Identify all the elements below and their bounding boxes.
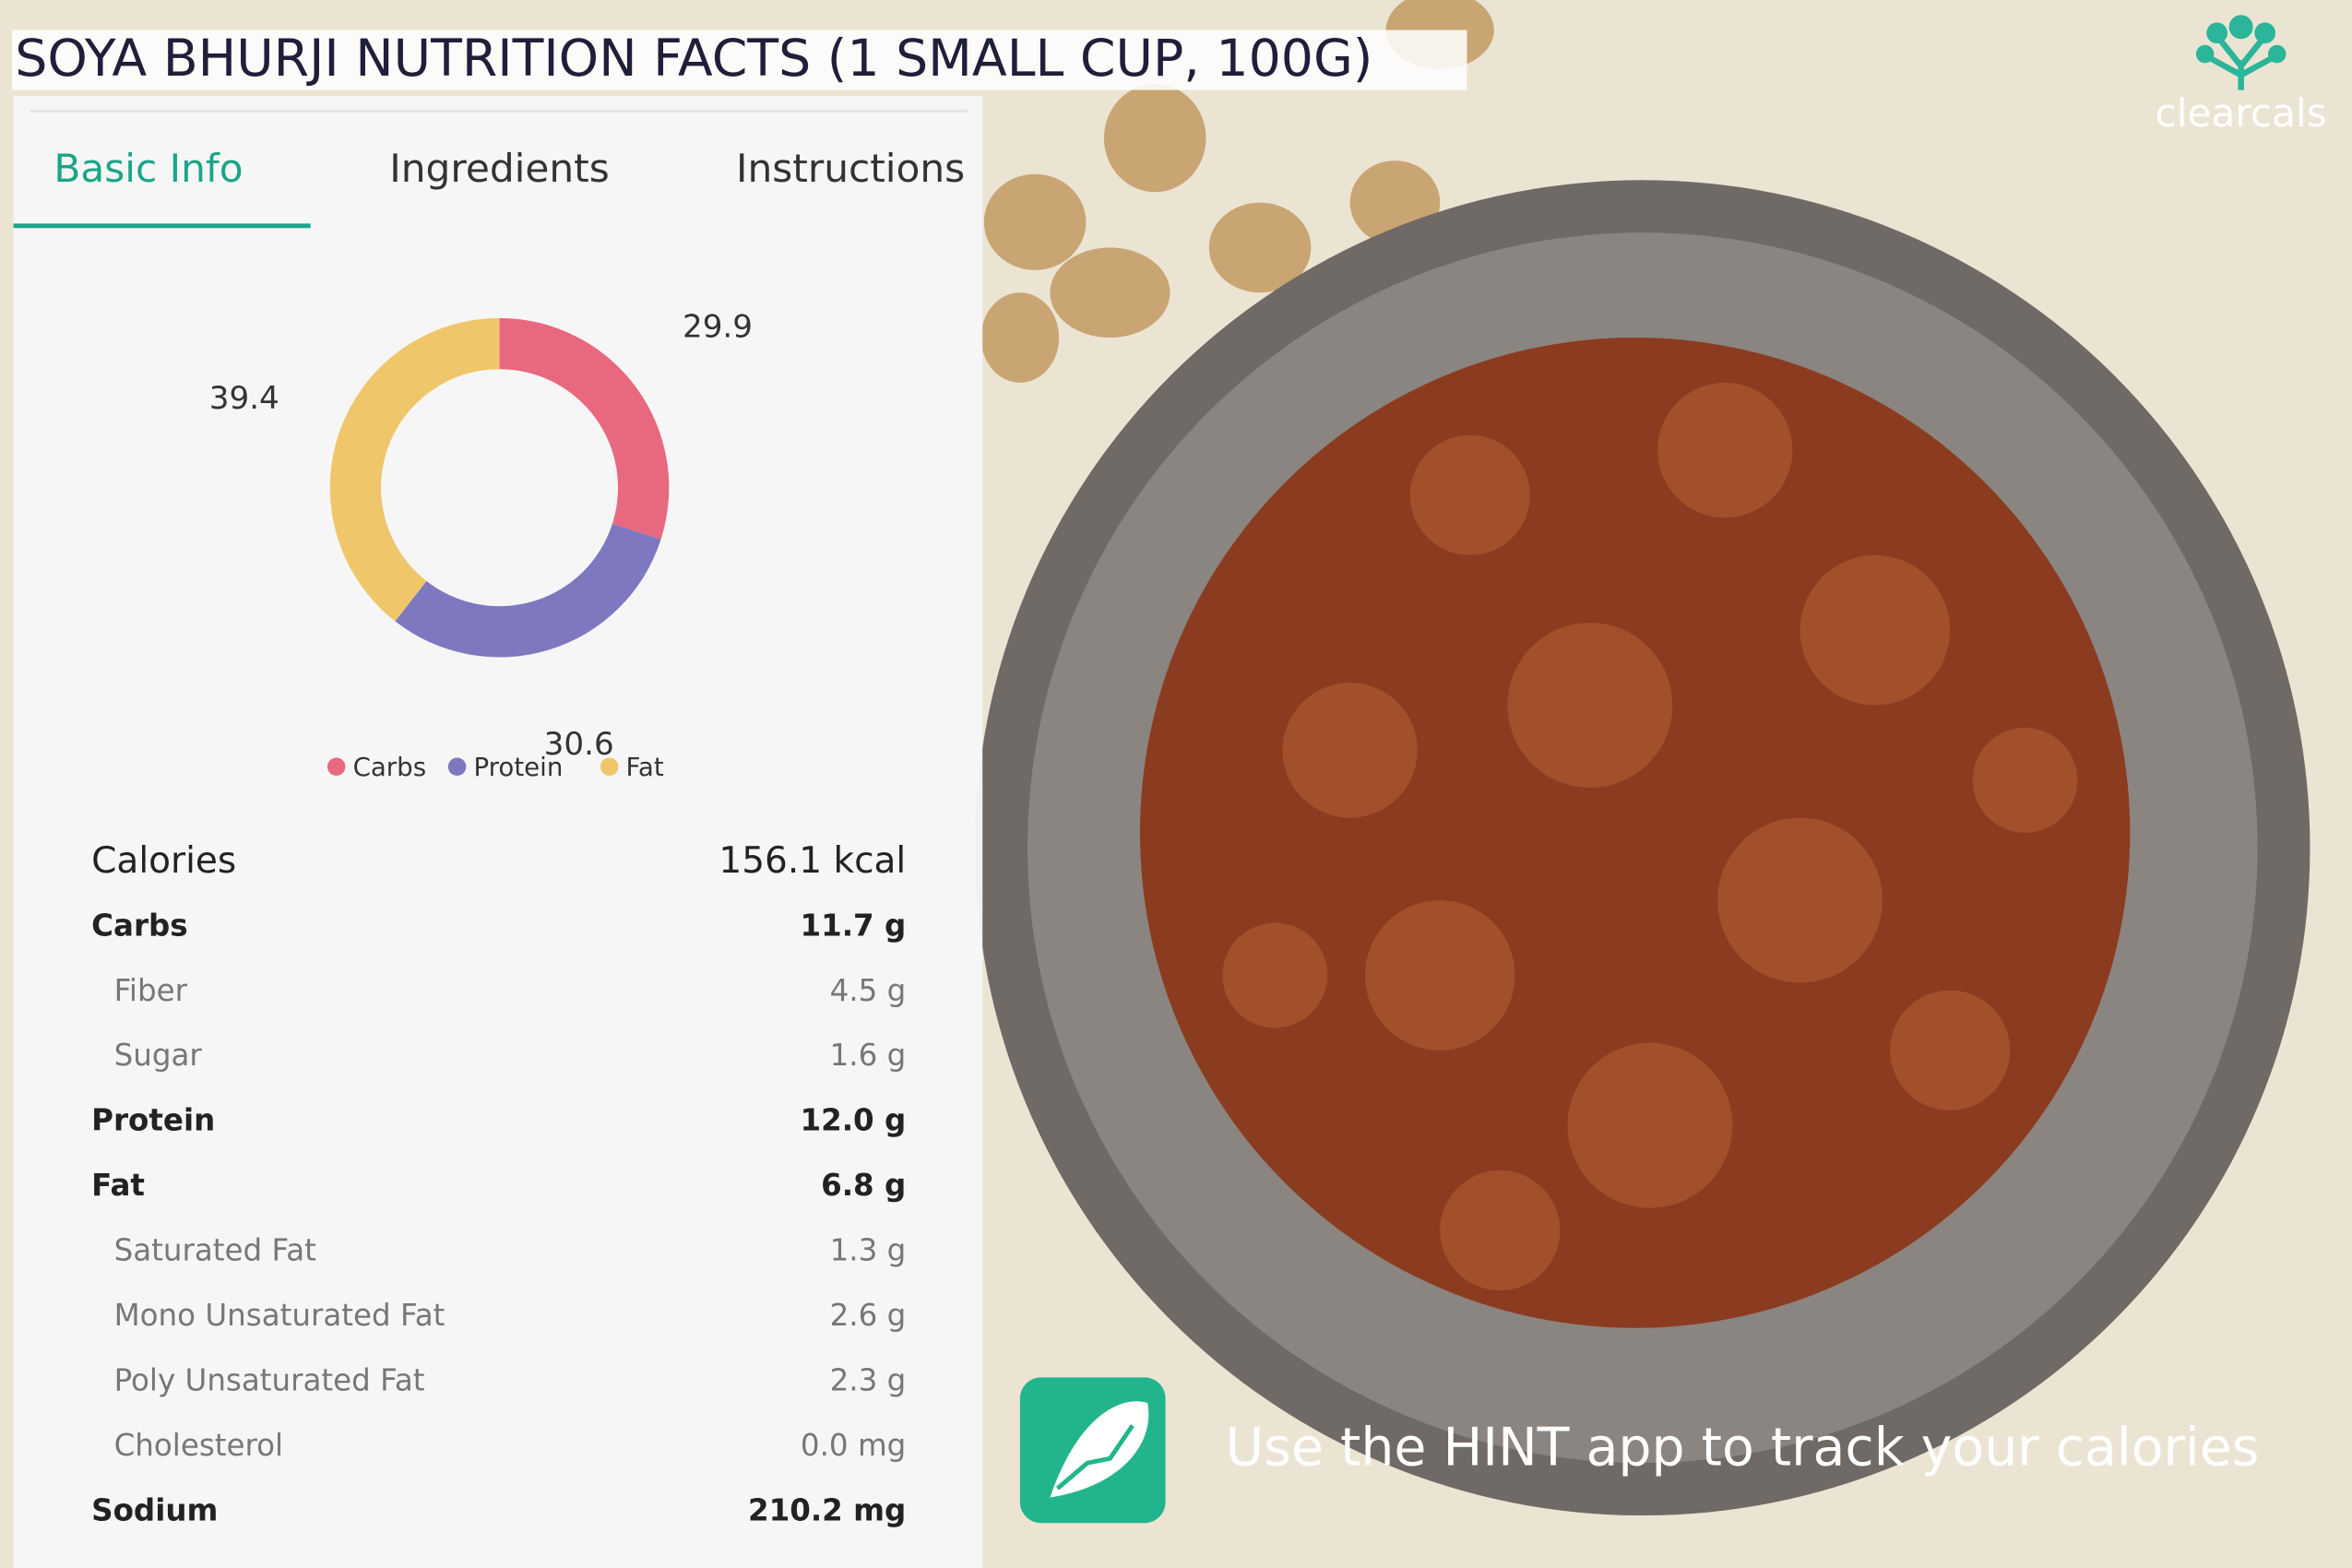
data-label: 29.9 [683,309,753,346]
legend-dot [600,757,619,777]
data-label: 30.6 [544,726,614,763]
promo-text: Use the HINT app to track your calories [1226,1418,2260,1479]
tab[interactable]: Ingredients [389,146,609,191]
donut-segment [395,523,661,658]
food-texture [1222,382,2078,1291]
row-value: 156.1 kcal [719,840,906,882]
subrow-label: Cholesterol [114,1428,284,1463]
legend-label: Fat [626,752,664,782]
legend-dot [447,757,467,777]
subrow-label: Saturated Fat [114,1233,316,1268]
legend-dot [327,757,346,777]
subrow-label: Sugar [114,1038,203,1073]
subrow-value: 0.0 mg [801,1428,906,1463]
title: SOYA BHURJI NUTRITION FACTS (1 SMALL CUP… [15,30,1372,89]
tab-underline [13,223,311,229]
subrow-value: 2.3 g [830,1362,907,1397]
info-panel [13,96,983,1568]
row-label: Sodium [91,1492,218,1527]
row-value: 6.8 g [821,1168,906,1203]
subrow-label: Fiber [114,973,188,1008]
donut-segment [499,317,670,540]
row-value: 12.0 g [800,1103,906,1138]
row-label: Carbs [91,908,187,943]
tab[interactable]: Basic Info [53,146,243,191]
data-label: 39.4 [209,380,279,417]
subrow-value: 4.5 g [830,973,907,1008]
tab[interactable]: Instructions [736,146,965,191]
logo-text: clearcals [2156,90,2327,136]
subrow-label: Poly Unsaturated Fat [114,1362,425,1397]
subrow-label: Mono Unsaturated Fat [114,1298,445,1333]
row-label: Protein [91,1103,215,1138]
logo: clearcals [2156,15,2327,136]
donut-segment [329,317,500,622]
legend-label: Carbs [353,752,427,782]
subrow-value: 2.6 g [830,1298,907,1333]
row-label: Calories [91,840,236,882]
donut-chart: 29.9 30.6 39.4 Carbs Protein Fat [209,309,753,782]
row-value: 210.2 mg [748,1492,906,1527]
legend-label: Protein [473,752,563,782]
subrow-value: 1.3 g [830,1233,907,1268]
row-label: Fat [91,1168,145,1203]
row-value: 11.7 g [800,908,906,943]
nutrition-table: Calories 156.1 kcal Carbs 11.7 g Fiber 4.5 g S… [91,840,906,1527]
title-backdrop [12,30,1467,90]
subrow-value: 1.6 g [830,1038,907,1073]
app-leaf-line [1055,1424,1134,1491]
